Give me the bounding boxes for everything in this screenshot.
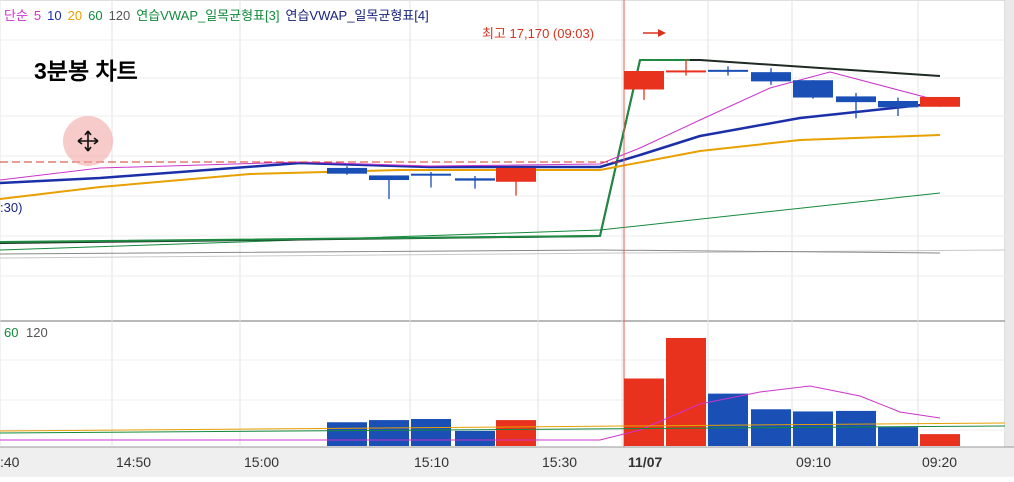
x-axis-labels: :40 14:50 15:00 15:10 15:30 11/07 09:10 09:20 xyxy=(0,454,957,470)
volume-bar xyxy=(411,419,451,446)
x-axis-label: 14:50 xyxy=(116,454,151,470)
volume-ma-20-line xyxy=(0,422,1006,432)
ma-60-line xyxy=(0,192,941,251)
ma-10-line xyxy=(0,101,941,185)
chart-title: 3분봉 차트 xyxy=(34,58,138,84)
candle-body xyxy=(666,70,706,73)
volume-bar xyxy=(624,378,664,446)
ma-5-line xyxy=(0,71,941,181)
candle-body xyxy=(751,72,791,82)
volume-legend-120: 120 xyxy=(26,325,48,340)
grid xyxy=(0,0,1005,447)
x-axis-label: 09:10 xyxy=(796,454,831,470)
x-axis-label: 11/07 xyxy=(628,454,662,470)
annotations: 최고 17,170 (09:03) xyxy=(482,26,666,41)
legend-item: 120 xyxy=(109,8,131,23)
volume-ma-60-line xyxy=(0,425,1006,434)
legend-item: 연습VWAP_일목균형표[3] xyxy=(136,8,279,23)
volume-bar xyxy=(496,420,536,446)
high-arrow-icon xyxy=(658,29,666,37)
legend-item: 연습VWAP_일목균형표[4] xyxy=(285,8,428,23)
volume-bar xyxy=(327,422,367,446)
axis-fragment-label: :30) xyxy=(0,200,22,215)
x-axis-label: 15:30 xyxy=(542,454,577,470)
volume-bar xyxy=(836,410,876,446)
x-axis-label: :40 xyxy=(0,454,20,470)
volume-bar xyxy=(920,434,960,446)
volume-legend-60: 60 xyxy=(4,325,18,340)
candle-body xyxy=(624,71,664,90)
plot-area xyxy=(0,0,1006,448)
candle-body xyxy=(836,96,876,103)
x-axis-label: 15:00 xyxy=(244,454,279,470)
candle-body xyxy=(327,167,367,174)
legend-item: 5 xyxy=(34,8,41,23)
candle-body xyxy=(455,178,495,181)
candle-body xyxy=(878,101,918,108)
volume-ma-line xyxy=(0,385,941,441)
candle-body xyxy=(920,96,960,107)
legend-item: 20 xyxy=(68,8,82,23)
volume-bars xyxy=(0,338,1006,446)
volume-bar xyxy=(369,420,409,446)
volume-bar xyxy=(793,411,833,446)
time-axis-bar xyxy=(0,447,1014,477)
volume-bar xyxy=(708,393,748,446)
candles xyxy=(327,59,960,200)
indicator-legend: 단순 5 10 20 60 120 연습VWAP_일목균형표[3] 연습VWAP_일목균형표[… xyxy=(4,8,429,23)
candle-body xyxy=(411,173,451,176)
move-cursor-icon xyxy=(77,130,99,152)
mouse-cursor xyxy=(63,116,113,166)
volume-bar xyxy=(878,427,918,446)
x-axis-label: 09:20 xyxy=(922,454,957,470)
legend-item: 60 xyxy=(88,8,102,23)
legend-item: 단순 xyxy=(4,8,28,23)
legend-item: 10 xyxy=(47,8,61,23)
volume-bar xyxy=(455,430,495,446)
x-axis-label: 15:10 xyxy=(414,454,449,470)
vwap-ichimoku-3-overlay-line xyxy=(0,59,690,243)
candle-body xyxy=(793,80,833,98)
candle-body xyxy=(708,69,748,72)
ma-120-faint-line xyxy=(0,249,1006,259)
candle-body xyxy=(496,167,536,182)
volume-bar xyxy=(666,338,706,446)
candle-body xyxy=(369,175,409,181)
ma-120-line xyxy=(0,249,941,255)
high-price-annotation: 최고 17,170 (09:03) xyxy=(482,26,594,41)
price-axis-strip xyxy=(1005,0,1014,477)
